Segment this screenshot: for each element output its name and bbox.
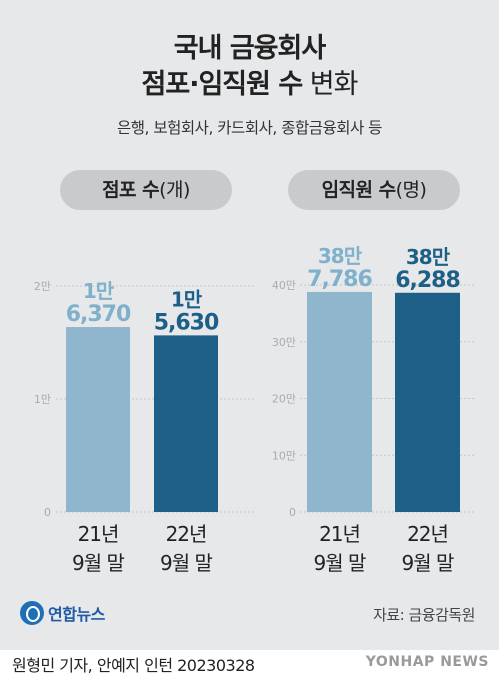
title-light: 변화 xyxy=(302,69,359,100)
subtitle: 은행, 보험회사, 카드회사, 종합금융회사 등 xyxy=(117,119,382,137)
staff-ytick-label-4: 40만 xyxy=(272,279,296,292)
staff-ytick-label-1: 10만 xyxy=(272,449,296,462)
yonhap-logo-icon xyxy=(20,601,44,625)
staff-value-label-top-1: 38만 xyxy=(406,245,451,269)
credit-line: 원형민 기자, 안예지 인턴 20230328 xyxy=(12,656,255,675)
branch-ytick-label-0: 0 xyxy=(44,506,51,519)
title-line-2: 점포·임직원 수 변화 xyxy=(0,62,499,101)
branch-value-label-bottom-0: 6,370 xyxy=(66,302,131,327)
staff-ytick-label-3: 30만 xyxy=(272,336,296,349)
branch-chart-title: 점포 수(개) xyxy=(60,170,232,210)
branch-bar-0 xyxy=(66,327,130,512)
staff-ytick-label-0: 0 xyxy=(289,506,296,519)
source-note: 자료: 금융감독원 xyxy=(373,606,475,624)
branch-value-label-top-0: 1만 xyxy=(83,279,115,303)
staff-bar-1 xyxy=(395,292,460,512)
branch-category-label-0-line-0: 21년 xyxy=(78,522,119,546)
branch-bar-1 xyxy=(154,335,218,512)
logo-text: 연합뉴스 xyxy=(48,605,105,624)
branch-ytick-label-1: 1만 xyxy=(34,393,51,406)
branch-title-text: 점포 수 xyxy=(102,179,160,201)
staff-title-text: 임직원 수 xyxy=(321,179,397,201)
branch-value-label-top-1: 1만 xyxy=(171,287,203,311)
staff-category-label-0-line-1: 9월 말 xyxy=(314,551,366,575)
staff-category-label-1-line-1: 9월 말 xyxy=(402,551,454,575)
staff-category-label-1-line-0: 22년 xyxy=(407,522,448,546)
staff-value-label-bottom-0: 7,786 xyxy=(307,267,372,292)
staff-ytick-label-2: 20만 xyxy=(272,393,296,406)
staff-bar-0 xyxy=(307,291,372,512)
title-bold: 점포·임직원 수 xyxy=(141,69,304,100)
branch-value-label-bottom-1: 5,630 xyxy=(154,310,219,335)
staff-unit: (명) xyxy=(395,179,427,201)
branch-ytick-label-2: 2만 xyxy=(34,280,51,293)
branch-category-label-1-line-1: 9월 말 xyxy=(160,551,212,575)
branch-category-label-0-line-1: 9월 말 xyxy=(72,551,124,575)
branch-unit: (개) xyxy=(159,179,190,201)
staff-category-label-0-line-0: 21년 xyxy=(319,522,360,546)
staff-value-label-top-0: 38만 xyxy=(318,244,363,268)
staff-chart-title: 임직원 수(명) xyxy=(288,170,460,210)
yonhap-logo: 연합뉴스 xyxy=(20,600,105,626)
title-line-1: 국내 금융회사 xyxy=(173,33,326,64)
yonhap-watermark: YONHAP NEWS xyxy=(365,654,489,670)
branch-category-label-1-line-0: 22년 xyxy=(166,522,207,546)
staff-value-label-bottom-1: 6,288 xyxy=(395,268,460,293)
